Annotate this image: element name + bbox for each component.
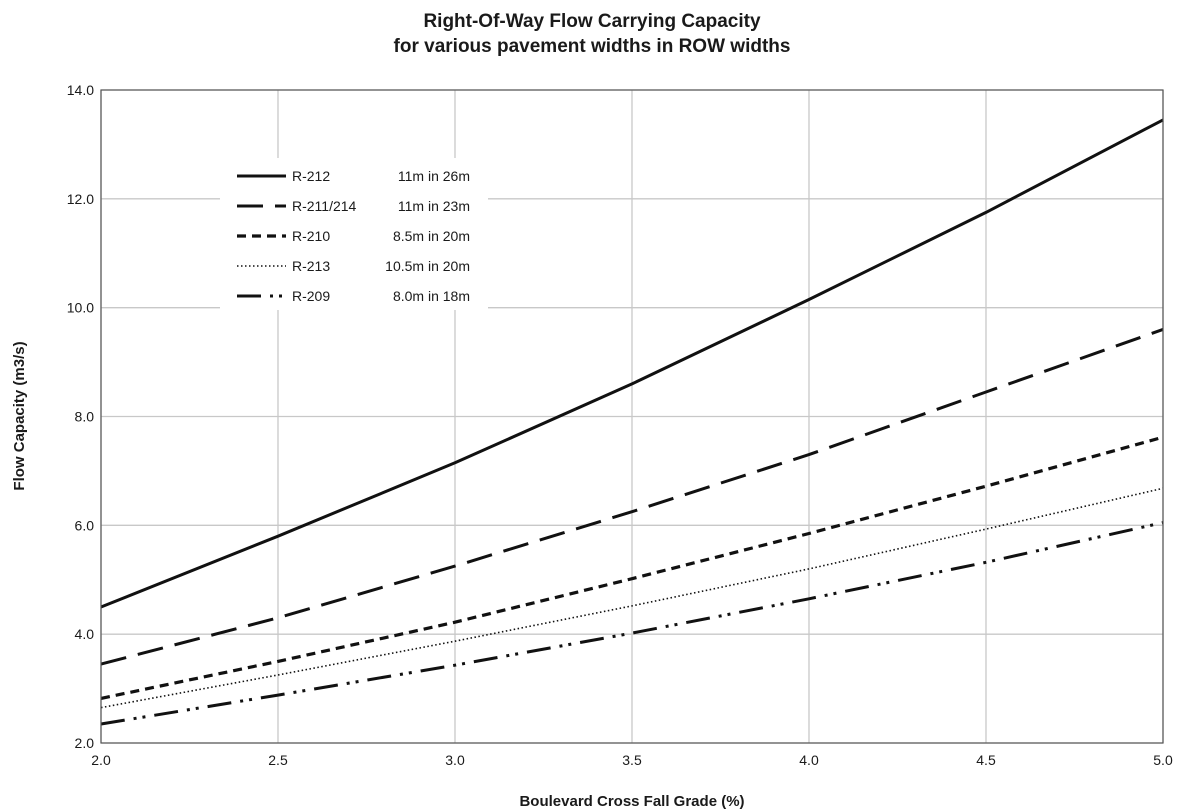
legend-series-name: R-213 [292,258,330,274]
y-tick-label: 14.0 [67,82,94,98]
legend-series-desc: 8.0m in 18m [393,288,470,304]
legend-series-desc: 10.5m in 20m [385,258,470,274]
x-tick-label: 3.0 [445,752,465,768]
x-tick-label: 4.5 [976,752,996,768]
y-tick-label: 12.0 [67,191,94,207]
x-tick-label: 4.0 [799,752,819,768]
y-axis-ticks: 2.0 4.0 6.0 8.0 10.0 12.0 14.0 [67,82,94,751]
legend-series-desc: 11m in 26m [398,168,470,184]
y-tick-label: 8.0 [75,409,95,425]
legend-series-name: R-212 [292,168,330,184]
y-tick-label: 10.0 [67,300,94,316]
x-tick-label: 3.5 [622,752,642,768]
legend-series-name: R-209 [292,288,330,304]
x-tick-label: 2.5 [268,752,288,768]
legend-series-desc: 11m in 23m [398,198,470,214]
chart-title: Right-Of-Way Flow Carrying Capacity [423,11,761,32]
x-tick-label: 5.0 [1153,752,1173,768]
x-axis-ticks: 2.0 2.5 3.0 3.5 4.0 4.5 5.0 [91,752,1173,768]
x-tick-label: 2.0 [91,752,111,768]
y-axis-label: Flow Capacity (m3/s) [11,341,28,490]
legend: R-212 11m in 26m R-211/214 11m in 23m R-210 8… [220,158,488,310]
y-tick-label: 4.0 [75,626,95,642]
legend-series-name: R-211/214 [292,198,357,214]
legend-series-desc: 8.5m in 20m [393,228,470,244]
x-axis-label: Boulevard Cross Fall Grade (%) [519,793,744,810]
y-tick-label: 2.0 [75,735,95,751]
y-tick-label: 6.0 [75,517,95,533]
legend-series-name: R-210 [292,228,330,244]
chart-subtitle: for various pavement widths in ROW width… [394,36,791,57]
